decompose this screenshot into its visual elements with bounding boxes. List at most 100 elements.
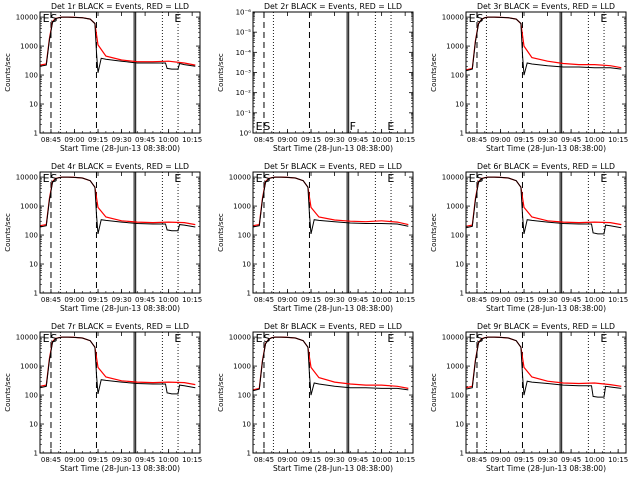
event-marker-label: E <box>600 12 607 25</box>
x-tick-label: 08:45 <box>254 296 274 304</box>
plot-frame <box>252 171 414 294</box>
y-tick-label: 1000 <box>20 203 38 211</box>
y-tick-label: 1 <box>460 290 464 298</box>
event-marker-label: E <box>469 12 476 25</box>
event-marker-label: E <box>174 172 181 185</box>
panel-title: Det 1r BLACK = Events, RED = LLD <box>51 2 189 11</box>
x-tick-label: 09:15 <box>514 136 534 144</box>
x-tick-label: 09:00 <box>64 296 84 304</box>
y-tick-label: 10⁻² <box>236 89 252 97</box>
y-tick-label: 10⁻⁵ <box>236 29 252 37</box>
x-tick-label: 09:00 <box>490 136 510 144</box>
events-series-line <box>40 16 196 73</box>
x-tick-label: 09:30 <box>537 136 557 144</box>
det-1r: Det 1r BLACK = Events, RED = LLD 1 10 100 10… <box>4 2 202 153</box>
x-tick-label: 09:00 <box>277 456 297 464</box>
y-axis-label: Counts/sec <box>217 53 225 92</box>
x-tick-label: 09:00 <box>64 136 84 144</box>
y-tick-label: 1 <box>34 130 38 138</box>
x-axis-label: Start Time (28-Jun-13 08:38:00) <box>273 464 393 473</box>
event-marker-label: E <box>43 332 50 345</box>
y-tick-label: 10 <box>455 261 464 269</box>
x-tick-label: 09:00 <box>277 136 297 144</box>
y-tick-label: 10⁻⁴ <box>236 49 252 57</box>
event-marker-label: E <box>174 332 181 345</box>
x-tick-label: 09:00 <box>490 456 510 464</box>
event-marker-label: F <box>350 120 356 133</box>
reference-lines <box>50 12 179 133</box>
y-tick-label: 10 <box>29 421 38 429</box>
data-series <box>466 336 622 398</box>
data-series <box>40 16 196 73</box>
event-marker-label: S <box>50 172 57 185</box>
x-tick-label: 08:45 <box>467 136 487 144</box>
data-series <box>40 176 196 235</box>
x-tick-label: 09:30 <box>324 136 344 144</box>
y-tick-label: 100 <box>25 72 38 80</box>
reference-lines <box>263 12 392 133</box>
x-tick-label: 09:15 <box>301 296 321 304</box>
x-tick-label: 09:15 <box>514 456 534 464</box>
event-marker-label: S <box>263 120 270 133</box>
x-tick-label: 10:00 <box>585 136 605 144</box>
det-9r: Det 9r BLACK = Events, RED = LLD 1 10 100 10… <box>430 322 628 473</box>
event-marker-label: E <box>600 332 607 345</box>
y-tick-label: 10 <box>242 421 251 429</box>
y-tick-label: 10 <box>455 421 464 429</box>
y-tick-label: 100 <box>451 232 464 240</box>
data-series <box>466 176 622 235</box>
reference-lines <box>476 172 605 293</box>
x-tick-label: 08:45 <box>254 456 274 464</box>
events-series-line <box>466 176 622 235</box>
data-series <box>466 16 622 76</box>
x-tick-label: 09:15 <box>88 456 108 464</box>
y-tick-label: 10 <box>29 101 38 109</box>
x-axis-label: Start Time (28-Jun-13 08:38:00) <box>60 304 180 313</box>
y-tick-label: 1000 <box>446 203 464 211</box>
y-tick-label: 10⁻¹ <box>236 109 252 117</box>
x-tick-label: 10:15 <box>395 296 415 304</box>
x-tick-label: 09:15 <box>301 456 321 464</box>
reference-lines <box>476 332 605 453</box>
x-tick-label: 09:30 <box>537 456 557 464</box>
plot-frame <box>39 331 201 454</box>
event-marker-label: E <box>387 332 394 345</box>
y-tick-label: 1 <box>34 290 38 298</box>
panel-title: Det 3r BLACK = Events, RED = LLD <box>477 2 615 11</box>
event-marker-label: E <box>600 172 607 185</box>
panel-title: Det 6r BLACK = Events, RED = LLD <box>477 162 615 171</box>
x-tick-label: 09:45 <box>561 296 581 304</box>
x-tick-label: 09:45 <box>135 456 155 464</box>
x-tick-label: 09:45 <box>135 296 155 304</box>
y-axis-label: Counts/sec <box>217 373 225 412</box>
y-tick-label: 1000 <box>446 363 464 371</box>
y-tick-label: 10000 <box>229 334 251 342</box>
y-tick-label: 1 <box>247 290 251 298</box>
y-tick-label: 100 <box>451 392 464 400</box>
plot-frame <box>252 11 414 134</box>
x-tick-label: 10:00 <box>585 296 605 304</box>
y-tick-label: 1000 <box>446 43 464 51</box>
y-tick-label: 10000 <box>442 174 464 182</box>
y-tick-label: 10000 <box>442 14 464 22</box>
y-tick-label: 1000 <box>233 363 251 371</box>
data-series <box>253 336 409 396</box>
x-axis-label: Start Time (28-Jun-13 08:38:00) <box>60 144 180 153</box>
x-tick-label: 09:30 <box>111 136 131 144</box>
x-tick-label: 10:00 <box>585 456 605 464</box>
y-tick-label: 10 <box>242 261 251 269</box>
lld-series-line <box>40 16 196 66</box>
det-5r: Det 5r BLACK = Events, RED = LLD 1 10 100 10… <box>217 162 415 313</box>
y-tick-label: 100 <box>238 232 251 240</box>
plot-frame <box>39 171 201 294</box>
panel-title: Det 9r BLACK = Events, RED = LLD <box>477 322 615 331</box>
x-tick-label: 10:15 <box>395 136 415 144</box>
x-tick-label: 09:15 <box>88 296 108 304</box>
event-marker-label: S <box>476 12 483 25</box>
y-axis-label: Counts/sec <box>430 53 438 92</box>
y-tick-label: 10⁰ <box>239 130 251 138</box>
panel-title: Det 8r BLACK = Events, RED = LLD <box>264 322 402 331</box>
lld-series-line <box>466 16 622 71</box>
x-tick-label: 09:15 <box>88 136 108 144</box>
y-axis-label: Counts/sec <box>4 373 12 412</box>
